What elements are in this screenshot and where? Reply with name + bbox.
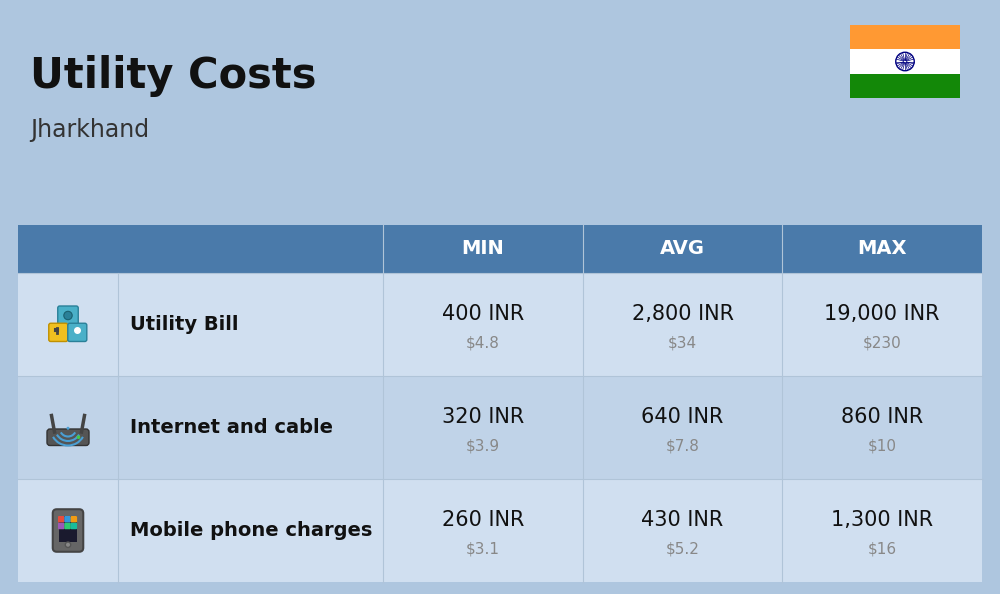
FancyBboxPatch shape <box>58 516 64 523</box>
Bar <box>850 49 960 74</box>
FancyBboxPatch shape <box>49 323 68 342</box>
Text: Internet and cable: Internet and cable <box>130 418 333 437</box>
Text: Utility Costs: Utility Costs <box>30 55 316 97</box>
FancyBboxPatch shape <box>64 516 71 523</box>
Text: $5.2: $5.2 <box>666 542 699 557</box>
Text: $3.1: $3.1 <box>466 542 500 557</box>
Bar <box>59 516 77 542</box>
Text: $4.8: $4.8 <box>466 336 500 350</box>
FancyBboxPatch shape <box>53 509 83 552</box>
Text: 860 INR: 860 INR <box>841 407 923 427</box>
Bar <box>850 25 960 49</box>
Circle shape <box>66 426 70 429</box>
FancyBboxPatch shape <box>68 323 87 342</box>
Text: Utility Bill: Utility Bill <box>130 315 239 334</box>
Text: 430 INR: 430 INR <box>641 510 724 530</box>
Circle shape <box>77 435 80 439</box>
Text: 2,800 INR: 2,800 INR <box>632 304 734 324</box>
Text: $16: $16 <box>868 542 897 557</box>
Text: 260 INR: 260 INR <box>442 510 524 530</box>
Text: $34: $34 <box>668 336 697 350</box>
Text: $3.9: $3.9 <box>466 438 500 454</box>
FancyBboxPatch shape <box>47 429 89 446</box>
Text: 640 INR: 640 INR <box>641 407 724 427</box>
Circle shape <box>64 311 72 320</box>
FancyBboxPatch shape <box>58 523 64 529</box>
Bar <box>18 273 982 376</box>
Text: 320 INR: 320 INR <box>442 407 524 427</box>
Text: $230: $230 <box>863 336 902 350</box>
Text: Mobile phone charges: Mobile phone charges <box>130 521 372 540</box>
Circle shape <box>65 542 71 548</box>
Text: 19,000 INR: 19,000 INR <box>824 304 940 324</box>
Bar <box>850 74 960 98</box>
Bar <box>18 225 982 273</box>
FancyBboxPatch shape <box>71 516 77 523</box>
Text: $10: $10 <box>868 438 897 454</box>
Bar <box>18 376 982 479</box>
Text: MAX: MAX <box>857 239 907 258</box>
FancyBboxPatch shape <box>58 306 78 325</box>
Text: 1,300 INR: 1,300 INR <box>831 510 933 530</box>
Text: AVG: AVG <box>660 239 705 258</box>
Text: 400 INR: 400 INR <box>442 304 524 324</box>
FancyBboxPatch shape <box>71 523 77 529</box>
Text: Jharkhand: Jharkhand <box>30 118 149 142</box>
FancyBboxPatch shape <box>64 523 71 529</box>
Bar <box>18 479 982 582</box>
Text: $7.8: $7.8 <box>666 438 699 454</box>
Text: MIN: MIN <box>461 239 504 258</box>
